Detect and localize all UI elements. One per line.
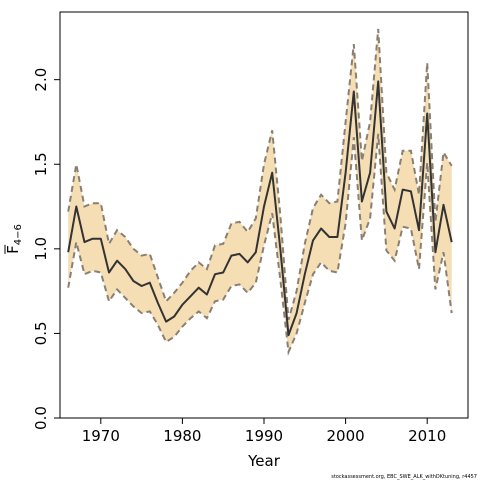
- y-axis-title: F4−6: [4, 224, 24, 254]
- y-axis-title-main: F: [4, 245, 22, 254]
- estimate-line: [67, 80, 453, 337]
- estimate-line-group: [67, 80, 453, 337]
- x-tick-label: 2000: [327, 427, 365, 445]
- y-tick-label: 0.5: [32, 321, 50, 345]
- x-tick-label: 1980: [163, 427, 201, 445]
- confidence-bounds: [67, 28, 453, 356]
- y-axis: 0.0 0.5 1.0 1.5 2.0: [32, 68, 60, 430]
- y-axis-title-text: F4−6: [4, 224, 24, 254]
- y-tick-label: 2.0: [32, 68, 50, 92]
- y-tick-label: 1.5: [32, 152, 50, 176]
- y-axis-title-sub: 4−6: [13, 224, 24, 245]
- x-tick-label: 1970: [82, 427, 120, 445]
- upper-bound-line: [67, 28, 453, 321]
- x-axis: 1970 1980 1990 2000 2010: [82, 418, 446, 445]
- x-axis-title: Year: [247, 452, 281, 470]
- y-tick-label: 0.0: [32, 406, 50, 430]
- y-tick-label: 1.0: [32, 237, 50, 261]
- x-tick-label: 2010: [408, 427, 446, 445]
- lower-bound-line: [67, 133, 453, 356]
- x-tick-label: 1990: [245, 427, 283, 445]
- credit-text: stockassessment.org, EBC_SWE_ALK_withDKt…: [331, 474, 477, 480]
